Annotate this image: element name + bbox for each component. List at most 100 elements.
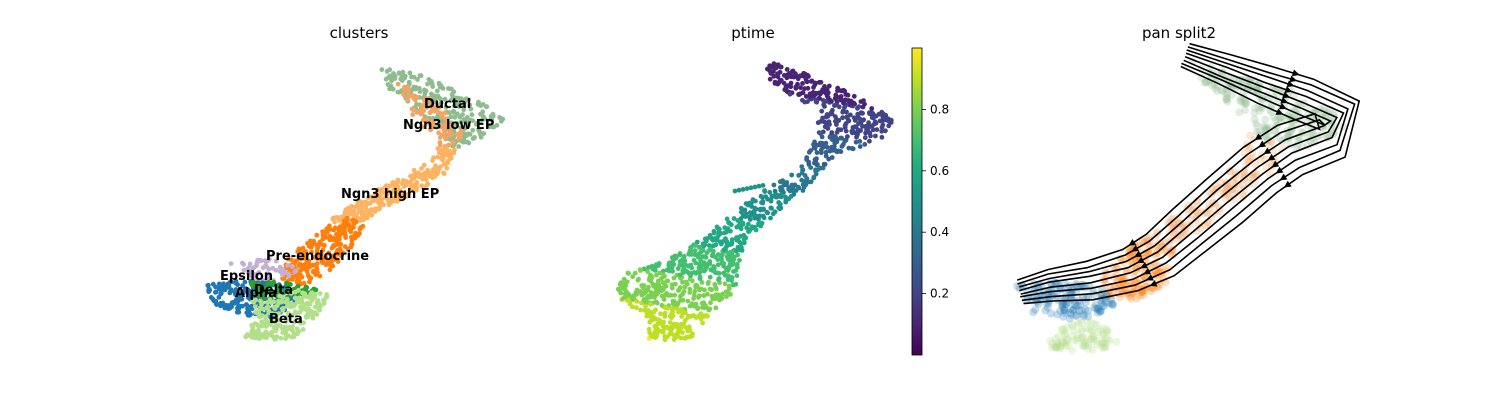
cluster-point xyxy=(278,335,284,341)
ptime-point xyxy=(842,104,847,110)
ptime-point xyxy=(814,91,819,96)
ptime-point xyxy=(730,282,736,288)
cluster-point xyxy=(463,125,468,131)
ptime-point xyxy=(812,157,818,163)
ptime-colorbar: 0.2 0.4 0.6 0.8 xyxy=(911,47,949,356)
cluster-point xyxy=(250,279,256,285)
cluster-point xyxy=(239,275,245,280)
cluster-point xyxy=(357,209,363,215)
ptime-point xyxy=(625,270,631,276)
ptime-point xyxy=(707,259,713,264)
cluster-point xyxy=(396,195,402,201)
pan-point xyxy=(1126,246,1135,255)
ptime-point xyxy=(753,198,758,204)
ptime-point xyxy=(827,148,833,154)
pan-point xyxy=(1072,302,1081,311)
pan-point xyxy=(1221,88,1230,97)
ptime-point xyxy=(704,313,709,318)
ptime-point xyxy=(786,71,792,76)
pan-point xyxy=(1077,318,1086,327)
clusters-scatter xyxy=(205,67,506,342)
pan-point xyxy=(1059,312,1068,321)
ptime-point xyxy=(832,95,838,101)
ptime-point xyxy=(648,278,654,284)
ptime-point xyxy=(856,104,862,110)
ptime-point xyxy=(778,64,784,70)
cluster-point xyxy=(332,237,338,243)
cluster-point xyxy=(327,237,333,243)
cluster-point xyxy=(307,301,313,307)
pan-point xyxy=(1235,108,1244,117)
ptime-point xyxy=(694,283,700,289)
pan-point xyxy=(1062,323,1071,332)
cluster-point xyxy=(369,194,375,200)
cluster-point xyxy=(439,152,445,158)
ptime-point xyxy=(840,115,845,121)
ptime-point xyxy=(716,292,721,298)
pan-point xyxy=(1170,231,1179,240)
pan-stream-arrow xyxy=(1280,97,1289,104)
ptime-point xyxy=(867,138,872,144)
ptime-point xyxy=(823,149,829,155)
pan-point xyxy=(1255,127,1264,136)
cluster-point xyxy=(320,259,326,264)
pan-point xyxy=(1098,339,1106,348)
colorbar-tick-label: 0.2 xyxy=(930,287,949,301)
ptime-point xyxy=(737,234,743,239)
ptime-point xyxy=(671,275,677,281)
pan-point xyxy=(1103,327,1112,336)
ptime-point xyxy=(777,206,783,212)
ptime-point xyxy=(715,257,721,262)
pan-point xyxy=(1327,125,1336,134)
ptime-point xyxy=(735,218,741,223)
pan-point xyxy=(1202,207,1211,216)
cluster-point xyxy=(335,248,340,253)
pan-point xyxy=(1240,149,1249,158)
pan-point xyxy=(1248,169,1257,178)
ptime-point xyxy=(643,296,649,302)
cluster-point xyxy=(330,263,336,269)
cluster-point xyxy=(307,279,312,285)
cluster-point xyxy=(443,110,448,115)
pan-point xyxy=(1222,95,1231,104)
pan-point xyxy=(1192,197,1201,206)
ptime-point xyxy=(724,254,730,260)
ptime-point xyxy=(811,142,816,147)
pan-point xyxy=(1100,324,1108,333)
cluster-point xyxy=(394,179,399,185)
ptime-point xyxy=(832,147,838,153)
ptime-point xyxy=(654,333,660,339)
cluster-point xyxy=(401,92,406,97)
ptime-point xyxy=(729,239,735,245)
cluster-point xyxy=(448,133,454,139)
ptime-point xyxy=(703,255,709,260)
ptime-point xyxy=(626,297,631,303)
cluster-point xyxy=(289,334,294,340)
cluster-point xyxy=(452,114,458,120)
cluster-point xyxy=(293,268,299,274)
pan-point xyxy=(1084,306,1093,315)
pan-point xyxy=(1079,342,1087,351)
pan-point xyxy=(1092,320,1101,329)
pan-point xyxy=(1261,162,1270,171)
cluster-point xyxy=(289,257,294,263)
cluster-labels: Ductal Ngn3 low EP Ngn3 high EP Pre-endocri… xyxy=(220,97,494,327)
ptime-point xyxy=(792,182,798,188)
ptime-point xyxy=(772,65,778,70)
ptime-point xyxy=(768,215,773,221)
ptime-point xyxy=(724,216,730,222)
ptime-point xyxy=(814,162,820,168)
pan-point xyxy=(1181,226,1190,235)
cluster-point xyxy=(242,279,248,285)
pan-point xyxy=(1148,284,1157,293)
ptime-point xyxy=(789,187,795,193)
cluster-point xyxy=(257,286,263,292)
pan-point xyxy=(1066,305,1075,314)
ptime-point xyxy=(676,327,682,333)
ptime-point xyxy=(785,83,791,88)
cluster-point xyxy=(467,102,473,108)
cluster-point xyxy=(321,298,326,303)
pan-point xyxy=(1100,343,1109,352)
ptime-point xyxy=(632,270,638,276)
cluster-point xyxy=(458,132,463,138)
